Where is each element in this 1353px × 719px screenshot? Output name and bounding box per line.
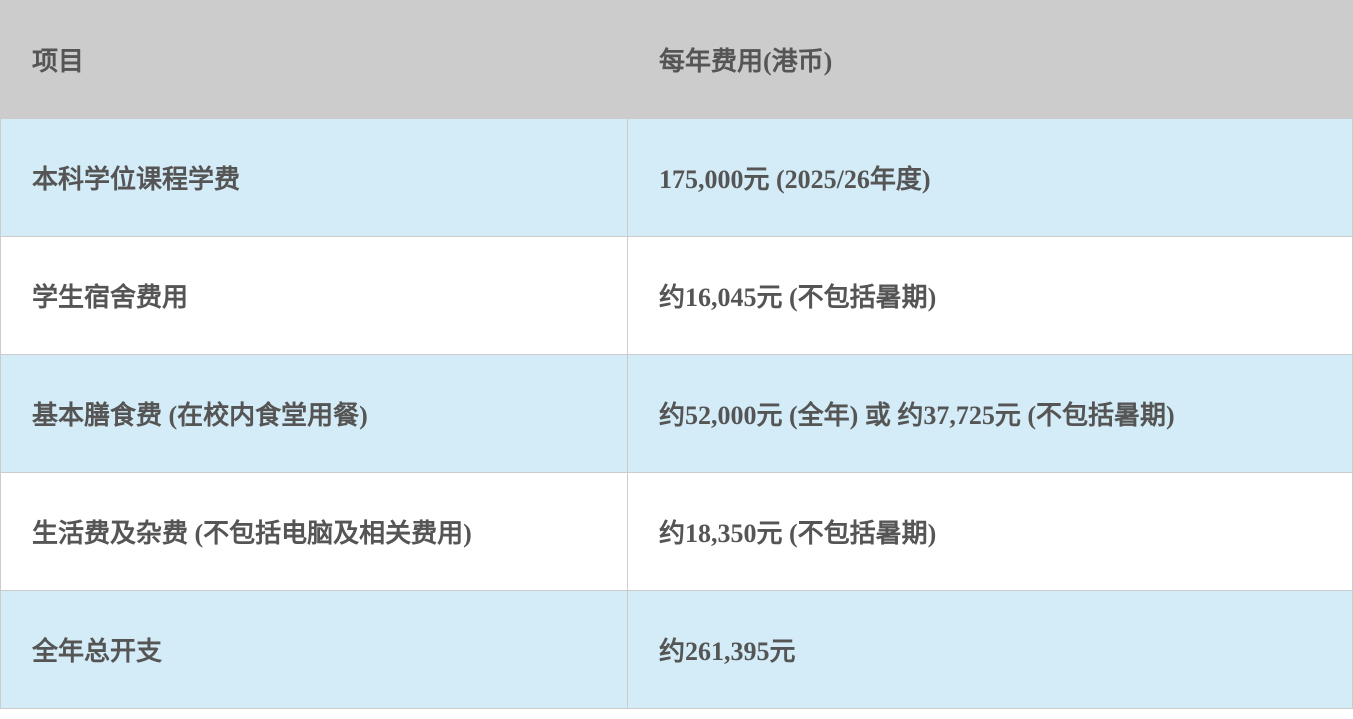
row-cost: 175,000元 (2025/26年度) (627, 118, 1353, 237)
row-item: 学生宿舍费用 (0, 236, 628, 355)
table-row: 本科学位课程学费 175,000元 (2025/26年度) (0, 118, 1353, 237)
table-row-total: 全年总开支 约261,395元 (0, 590, 1353, 709)
header-item: 项目 (0, 0, 628, 119)
row-cost: 约261,395元 (627, 590, 1353, 709)
header-annual-cost: 每年费用(港币) (627, 0, 1353, 119)
row-item: 本科学位课程学费 (0, 118, 628, 237)
row-item: 全年总开支 (0, 590, 628, 709)
table-row: 基本膳食费 (在校内食堂用餐) 约52,000元 (全年) 或 约37,725元… (0, 354, 1353, 473)
table-row: 生活费及杂费 (不包括电脑及相关费用) 约18,350元 (不包括暑期) (0, 472, 1353, 591)
table-row: 学生宿舍费用 约16,045元 (不包括暑期) (0, 236, 1353, 355)
row-item: 基本膳食费 (在校内食堂用餐) (0, 354, 628, 473)
row-cost: 约52,000元 (全年) 或 约37,725元 (不包括暑期) (627, 354, 1353, 473)
row-cost: 约16,045元 (不包括暑期) (627, 236, 1353, 355)
table-header-row: 项目 每年费用(港币) (0, 0, 1353, 119)
row-cost: 约18,350元 (不包括暑期) (627, 472, 1353, 591)
row-item: 生活费及杂费 (不包括电脑及相关费用) (0, 472, 628, 591)
